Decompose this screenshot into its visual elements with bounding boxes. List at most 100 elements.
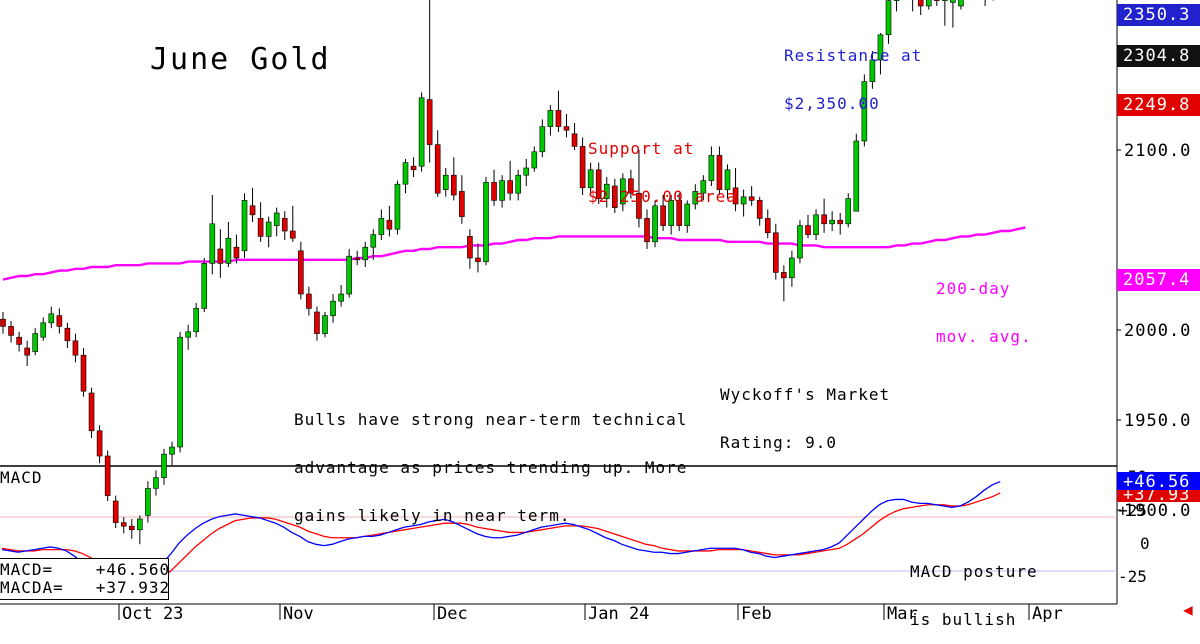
- candle-body: [410, 165, 417, 171]
- candle: [861, 74, 868, 147]
- candle-body: [8, 326, 14, 336]
- candle: [571, 123, 578, 150]
- candle: [426, 0, 433, 163]
- candle-body: [362, 246, 369, 261]
- candle: [491, 169, 497, 206]
- candle-body: [611, 185, 618, 208]
- candle: [233, 234, 240, 264]
- candle-body: [289, 230, 296, 239]
- candle-body: [346, 255, 352, 295]
- candle-body: [88, 392, 95, 432]
- resistance-annotation-line-1: Resistance at: [784, 46, 923, 65]
- candle: [555, 90, 562, 132]
- candle: [394, 180, 401, 235]
- candle: [853, 133, 860, 212]
- candle-body: [322, 315, 328, 334]
- candle: [370, 229, 377, 260]
- candle: [772, 223, 779, 280]
- support-annotation-line-1: Support at: [588, 139, 695, 158]
- macda-readout: MACDA= +37.932: [0, 578, 171, 597]
- macd-posture-line-1: MACD posture: [910, 562, 1038, 581]
- candle-body: [845, 198, 852, 225]
- chart-title: June Gold: [150, 42, 331, 77]
- candle-body: [129, 525, 135, 531]
- candle-body: [740, 196, 747, 205]
- candle-body: [32, 333, 39, 352]
- price-tick-label: 1900.0: [1124, 501, 1191, 521]
- candle-body: [137, 518, 143, 531]
- candle: [410, 157, 417, 177]
- candle: [32, 328, 39, 356]
- candle-body: [225, 237, 232, 264]
- ma-line-layer: [2, 226, 1026, 281]
- candle: [56, 308, 63, 334]
- candle-body: [893, 0, 900, 1]
- candle: [442, 168, 449, 197]
- candle: [652, 200, 658, 248]
- candle: [112, 495, 119, 528]
- candle: [129, 519, 135, 539]
- candle: [829, 211, 835, 231]
- candle-body: [217, 248, 224, 264]
- candle: [595, 162, 602, 204]
- candle: [958, 0, 964, 10]
- candle-body: [676, 200, 683, 226]
- candle: [700, 175, 707, 201]
- commentary: Bulls have strong near-term technical ad…: [294, 380, 687, 540]
- candle: [467, 229, 473, 269]
- candle-body: [950, 0, 956, 3]
- candle-body: [764, 218, 771, 234]
- time-tick-label: Feb: [741, 604, 772, 622]
- candle-body: [499, 180, 505, 201]
- candle: [64, 322, 71, 348]
- candle: [185, 324, 191, 350]
- price-tick-label: 1950.0: [1124, 411, 1191, 431]
- candle: [434, 130, 441, 197]
- candle-body: [104, 455, 111, 496]
- candle-body: [877, 34, 884, 61]
- resistance-price-tag: 2350.3: [1117, 4, 1200, 26]
- candle-body: [539, 126, 546, 153]
- candle-body: [24, 347, 30, 356]
- candle-body: [306, 293, 312, 309]
- candle: [611, 178, 618, 213]
- candle-body: [684, 203, 691, 226]
- price-tick-label: 2100.0: [1124, 141, 1191, 161]
- candle-body: [756, 200, 763, 219]
- candlesticks: [0, 0, 994, 545]
- macd-tick-label: 0: [1140, 534, 1150, 553]
- candle-body: [547, 110, 554, 127]
- time-tick-label: Apr: [1032, 604, 1063, 622]
- candle: [72, 333, 79, 363]
- candle-body: [386, 219, 393, 230]
- candle: [80, 348, 87, 397]
- rating-annotation-line-2: Rating: 9.0: [720, 433, 837, 452]
- candle-body: [257, 218, 264, 237]
- last-price-tag: 2304.8: [1117, 45, 1200, 67]
- scroll-left-arrow-icon[interactable]: ◀: [1183, 600, 1193, 619]
- candle-body: [72, 340, 79, 356]
- candle-body: [571, 133, 578, 147]
- candle-body: [644, 218, 650, 243]
- macd-line: [1, 480, 1001, 592]
- candle-body: [201, 263, 208, 309]
- candle: [676, 193, 683, 231]
- commentary-line-2: advantage as prices trending up. More: [294, 458, 688, 477]
- candle-body: [797, 225, 803, 259]
- candle-body: [177, 336, 183, 448]
- candle: [684, 200, 691, 233]
- candle: [925, 0, 932, 10]
- candle-body: [837, 219, 844, 225]
- candle-body: [724, 169, 731, 190]
- candle: [869, 51, 876, 89]
- candle: [756, 196, 763, 226]
- candle-body: [523, 167, 530, 176]
- candle-body: [298, 250, 304, 295]
- macd-posture-annotation: MACD posture is bullish: [910, 532, 1038, 644]
- candle-body: [112, 500, 119, 523]
- candle-body: [925, 0, 932, 7]
- candle: [499, 175, 505, 208]
- candle: [531, 146, 538, 172]
- candle-body: [193, 308, 199, 333]
- candle: [225, 222, 232, 267]
